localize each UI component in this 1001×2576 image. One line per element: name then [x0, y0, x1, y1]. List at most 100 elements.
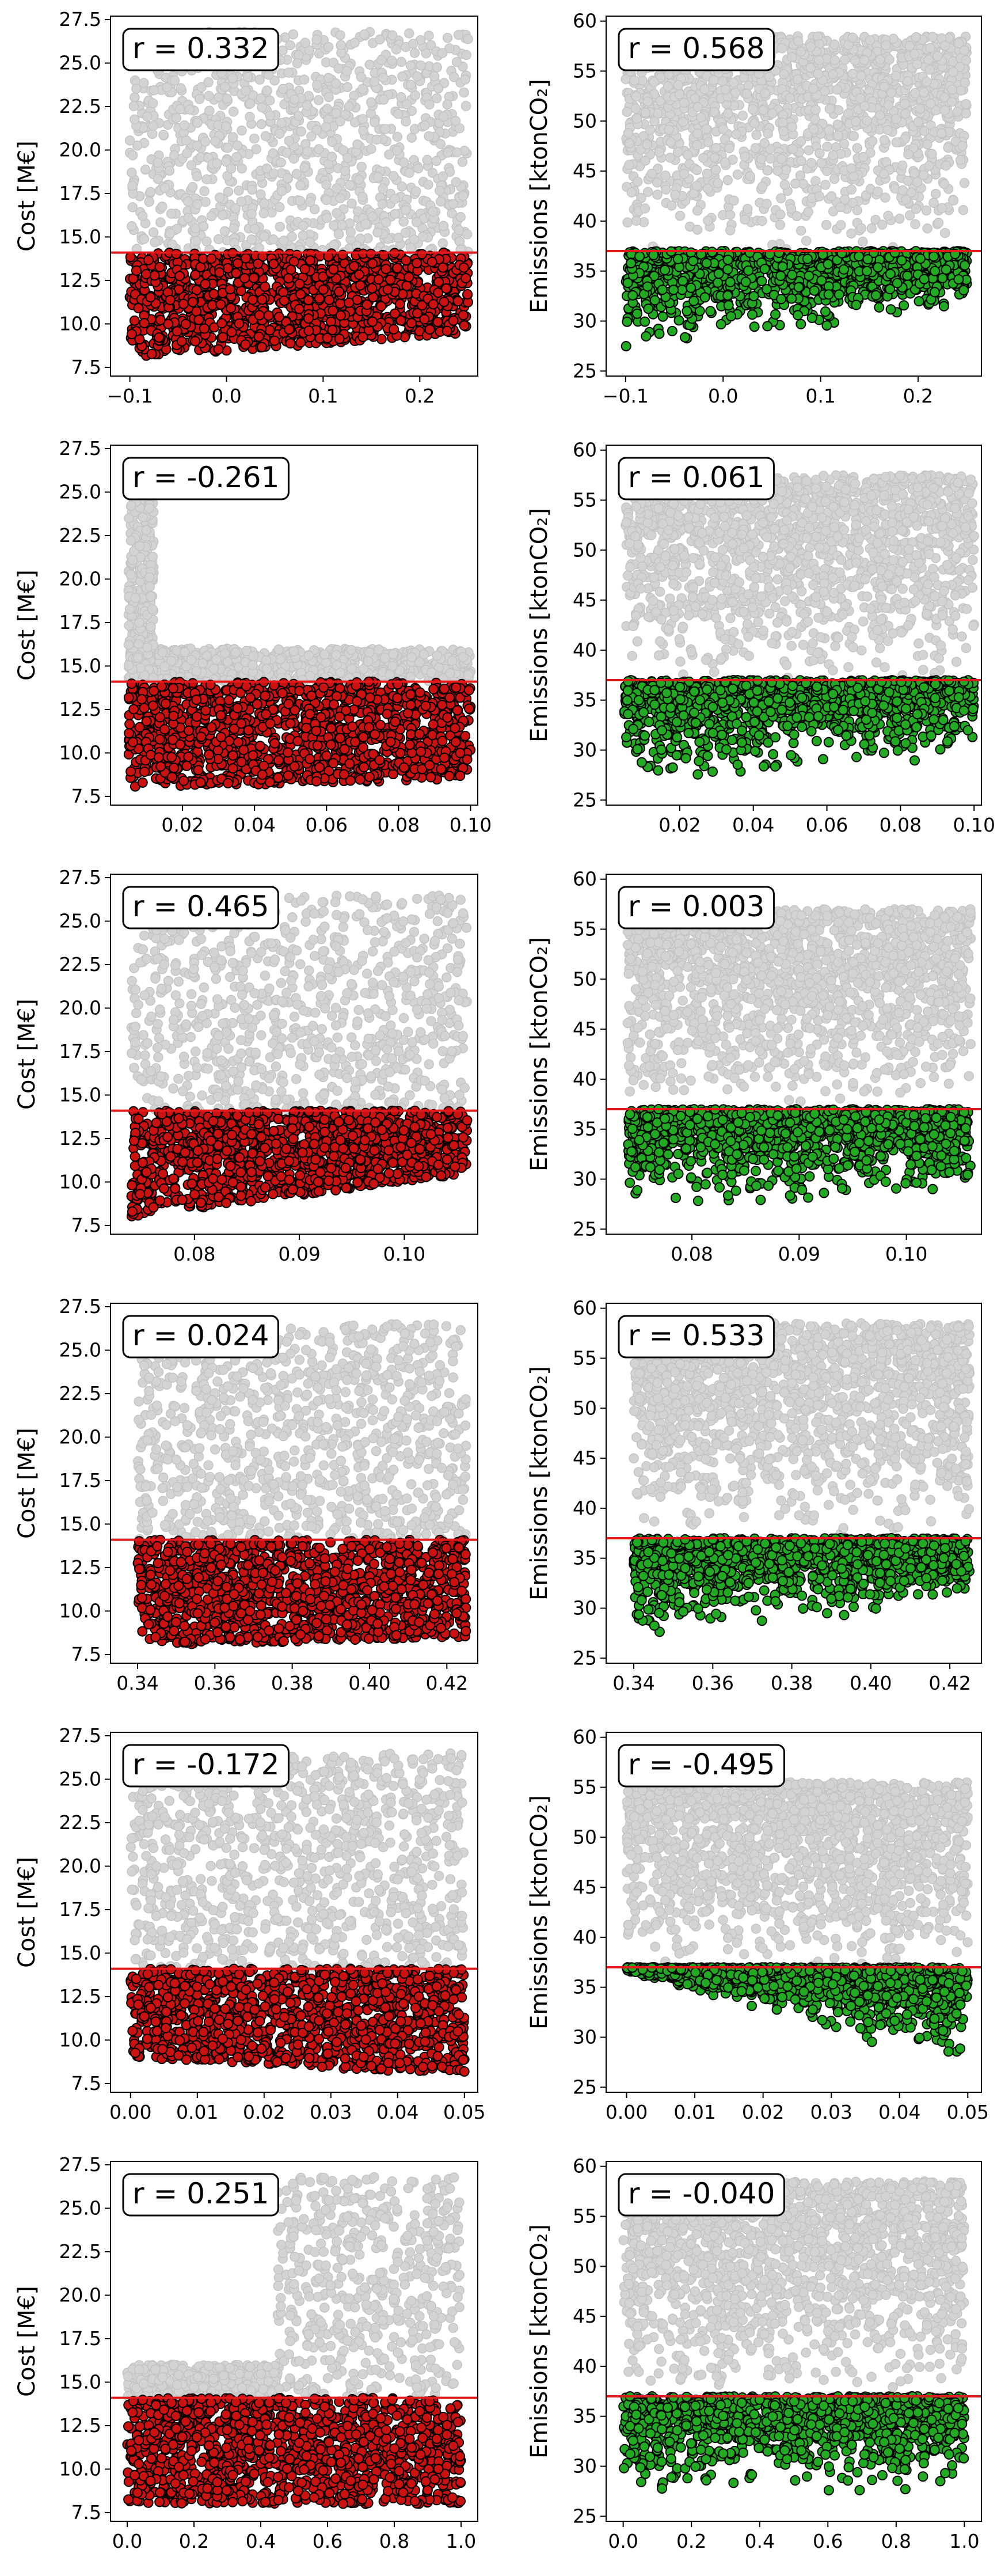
background-point: [776, 154, 787, 164]
background-point: [839, 54, 850, 65]
selected-point: [458, 262, 469, 273]
background-point: [204, 105, 215, 116]
x-tick-label: 0.0: [211, 385, 241, 407]
background-point: [856, 71, 866, 81]
background-point: [814, 55, 824, 66]
background-point: [722, 108, 733, 119]
background-point: [323, 73, 334, 83]
background-point: [276, 118, 287, 128]
y-tick-label: 17.5: [59, 182, 101, 204]
background-point: [409, 48, 420, 58]
background-point: [875, 110, 885, 121]
background-point: [757, 215, 767, 226]
background-point: [720, 157, 730, 168]
background-point: [447, 208, 457, 219]
selected-point: [257, 294, 268, 305]
background-point: [806, 158, 817, 168]
background-point: [251, 144, 261, 154]
background-point: [423, 179, 433, 190]
background-point: [764, 71, 775, 82]
background-point: [448, 72, 459, 82]
background-point: [158, 130, 169, 140]
background-point: [660, 170, 671, 181]
selected-point: [226, 303, 236, 314]
background-point: [781, 165, 791, 176]
background-point: [429, 71, 440, 82]
background-point: [404, 168, 414, 178]
selected-point: [285, 338, 296, 349]
background-point: [129, 114, 140, 125]
annotation-box: [122, 28, 279, 71]
background-point: [228, 107, 239, 117]
background-point: [345, 180, 355, 190]
background-point: [401, 116, 411, 127]
background-point: [176, 83, 186, 93]
selected-point: [452, 296, 463, 306]
selected-point: [286, 264, 296, 275]
selected-point: [327, 325, 338, 335]
background-point: [724, 143, 734, 154]
selected-point: [382, 284, 393, 295]
background-point: [367, 211, 378, 222]
background-point: [959, 45, 969, 56]
background-point: [222, 93, 233, 104]
background-point: [809, 124, 819, 135]
background-point: [302, 100, 312, 111]
selected-point: [328, 264, 339, 275]
background-point: [299, 74, 310, 85]
background-point: [737, 111, 748, 121]
background-point: [150, 237, 160, 248]
selected-point: [139, 318, 150, 329]
y-axis-label: Cost [M€]: [14, 141, 40, 252]
background-point: [245, 112, 255, 122]
selected-point: [299, 264, 310, 275]
background-point: [433, 83, 444, 94]
selected-point: [328, 305, 338, 316]
background-point: [408, 39, 418, 49]
background-point: [444, 43, 455, 54]
background-point: [405, 60, 416, 71]
background-point: [621, 74, 631, 85]
background-point: [787, 143, 798, 154]
background-point: [140, 164, 151, 175]
selected-point: [458, 310, 469, 321]
background-point: [149, 85, 159, 96]
background-point: [709, 107, 720, 117]
background-point: [305, 196, 315, 207]
background-point: [459, 87, 469, 98]
background-point: [442, 33, 453, 43]
background-point: [827, 69, 838, 79]
selected-point: [222, 263, 233, 274]
selected-point: [233, 258, 243, 269]
selected-point: [678, 276, 688, 286]
background-point: [400, 205, 411, 215]
background-point: [851, 116, 861, 127]
background-point: [796, 155, 806, 166]
selected-point: [335, 310, 346, 321]
background-point: [234, 185, 244, 196]
background-point: [877, 219, 888, 230]
selected-point: [432, 317, 443, 328]
background-point: [321, 122, 331, 132]
background-point: [358, 126, 368, 136]
background-point: [629, 75, 640, 86]
background-point: [943, 142, 953, 153]
correlation-annotation: r = 0.332: [132, 32, 269, 65]
background-point: [785, 93, 796, 104]
background-point: [847, 69, 858, 79]
background-point: [883, 210, 893, 221]
background-point: [321, 195, 332, 206]
background-point: [642, 96, 653, 107]
background-point: [313, 95, 324, 105]
background-point: [241, 85, 251, 96]
scatter-points: [124, 26, 473, 361]
selected-point: [657, 311, 668, 322]
background-point: [263, 69, 274, 80]
background-point: [256, 119, 267, 130]
subplot-1: 7.510.012.515.017.520.022.525.027.5−0.1 0…: [14, 8, 478, 407]
selected-point: [394, 298, 405, 309]
background-point: [437, 48, 448, 58]
background-point: [903, 149, 914, 160]
background-point: [357, 84, 368, 94]
